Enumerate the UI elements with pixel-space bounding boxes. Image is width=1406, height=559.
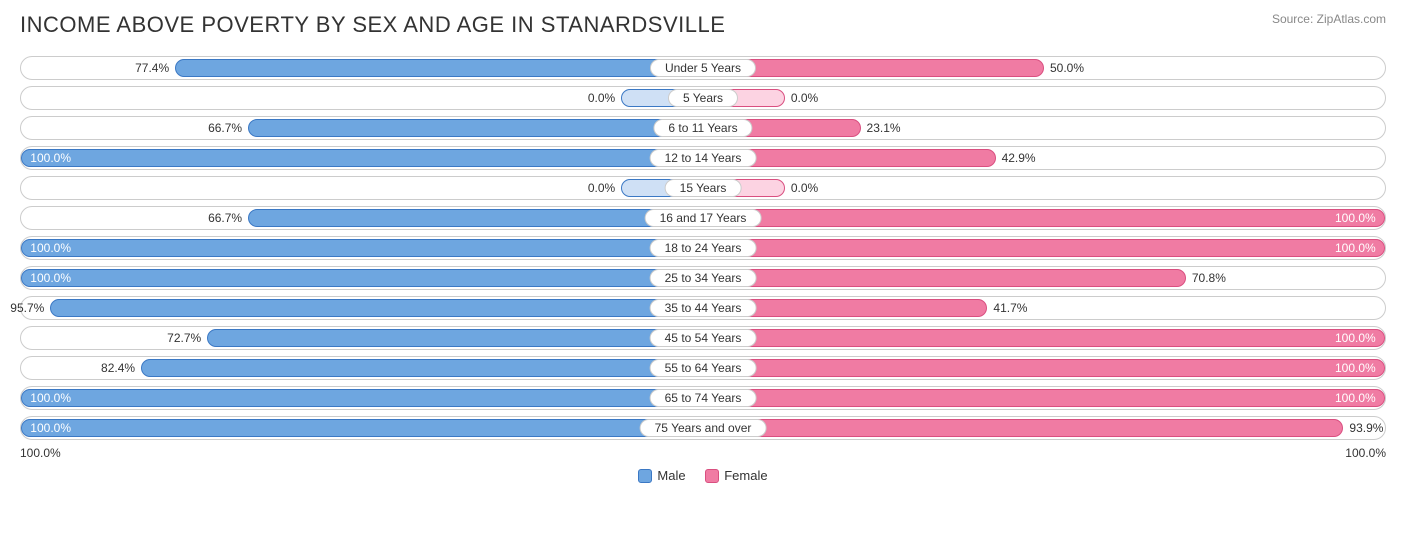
male-bar bbox=[21, 149, 703, 167]
x-axis: 100.0% 100.0% bbox=[20, 446, 1386, 466]
age-label: 25 to 34 Years bbox=[650, 269, 757, 287]
age-label: 35 to 44 Years bbox=[650, 299, 757, 317]
female-value: 70.8% bbox=[1192, 271, 1226, 285]
female-value: 0.0% bbox=[791, 181, 818, 195]
male-value: 100.0% bbox=[30, 241, 71, 255]
male-bar bbox=[21, 389, 703, 407]
male-value: 0.0% bbox=[588, 181, 615, 195]
female-bar bbox=[703, 329, 1385, 347]
male-bar bbox=[175, 59, 703, 77]
male-value: 66.7% bbox=[208, 121, 242, 135]
chart-row: 72.7% 100.0% 45 to 54 Years bbox=[20, 326, 1386, 350]
age-label: 55 to 64 Years bbox=[650, 359, 757, 377]
female-value: 42.9% bbox=[1002, 151, 1036, 165]
legend-female: Female bbox=[705, 468, 767, 483]
age-label: 18 to 24 Years bbox=[650, 239, 757, 257]
age-label: 12 to 14 Years bbox=[650, 149, 757, 167]
male-bar bbox=[207, 329, 703, 347]
male-bar bbox=[141, 359, 703, 377]
chart-row: 0.0% 0.0% 15 Years bbox=[20, 176, 1386, 200]
male-value: 95.7% bbox=[10, 301, 44, 315]
chart-row: 66.7% 23.1% 6 to 11 Years bbox=[20, 116, 1386, 140]
chart-title: INCOME ABOVE POVERTY BY SEX AND AGE IN S… bbox=[20, 12, 725, 38]
age-label: 75 Years and over bbox=[640, 419, 767, 437]
female-bar bbox=[703, 389, 1385, 407]
female-value: 100.0% bbox=[1335, 241, 1376, 255]
legend-swatch-female bbox=[705, 469, 719, 483]
chart-row: 82.4% 100.0% 55 to 64 Years bbox=[20, 356, 1386, 380]
chart-row: 100.0% 93.9% 75 Years and over bbox=[20, 416, 1386, 440]
male-value: 0.0% bbox=[588, 91, 615, 105]
female-bar bbox=[703, 209, 1385, 227]
female-value: 50.0% bbox=[1050, 61, 1084, 75]
age-label: 5 Years bbox=[668, 89, 738, 107]
age-label: 45 to 54 Years bbox=[650, 329, 757, 347]
axis-tick-left: 100.0% bbox=[20, 446, 61, 460]
male-bar bbox=[21, 269, 703, 287]
chart-row: 100.0% 100.0% 65 to 74 Years bbox=[20, 386, 1386, 410]
age-label: 16 and 17 Years bbox=[645, 209, 762, 227]
chart-row: 0.0% 0.0% 5 Years bbox=[20, 86, 1386, 110]
female-value: 100.0% bbox=[1335, 211, 1376, 225]
male-value: 100.0% bbox=[30, 391, 71, 405]
male-value: 66.7% bbox=[208, 211, 242, 225]
age-label: 65 to 74 Years bbox=[650, 389, 757, 407]
legend-swatch-male bbox=[638, 469, 652, 483]
age-label: 15 Years bbox=[665, 179, 742, 197]
female-value: 100.0% bbox=[1335, 331, 1376, 345]
age-label: 6 to 11 Years bbox=[653, 119, 752, 137]
female-bar bbox=[703, 419, 1343, 437]
chart-row: 100.0% 100.0% 18 to 24 Years bbox=[20, 236, 1386, 260]
female-value: 93.9% bbox=[1349, 421, 1383, 435]
legend-male: Male bbox=[638, 468, 685, 483]
male-value: 100.0% bbox=[30, 151, 71, 165]
male-bar bbox=[248, 209, 703, 227]
legend: Male Female bbox=[20, 468, 1386, 486]
chart-row: 100.0% 42.9% 12 to 14 Years bbox=[20, 146, 1386, 170]
female-value: 0.0% bbox=[791, 91, 818, 105]
legend-label-female: Female bbox=[724, 468, 767, 483]
female-bar bbox=[703, 269, 1186, 287]
male-bar bbox=[50, 299, 703, 317]
male-value: 100.0% bbox=[30, 421, 71, 435]
legend-label-male: Male bbox=[657, 468, 685, 483]
male-bar bbox=[21, 419, 703, 437]
female-bar bbox=[703, 239, 1385, 257]
chart-source: Source: ZipAtlas.com bbox=[1272, 12, 1386, 26]
female-value: 100.0% bbox=[1335, 391, 1376, 405]
chart-row: 100.0% 70.8% 25 to 34 Years bbox=[20, 266, 1386, 290]
axis-tick-right: 100.0% bbox=[1345, 446, 1386, 460]
male-value: 100.0% bbox=[30, 271, 71, 285]
female-value: 23.1% bbox=[867, 121, 901, 135]
male-value: 82.4% bbox=[101, 361, 135, 375]
age-label: Under 5 Years bbox=[650, 59, 756, 77]
butterfly-chart: 77.4% 50.0% Under 5 Years 0.0% 0.0% 5 Years 66… bbox=[20, 56, 1386, 440]
chart-row: 66.7% 100.0% 16 and 17 Years bbox=[20, 206, 1386, 230]
male-value: 72.7% bbox=[167, 331, 201, 345]
male-value: 77.4% bbox=[135, 61, 169, 75]
female-bar bbox=[703, 359, 1385, 377]
female-value: 41.7% bbox=[993, 301, 1027, 315]
male-bar bbox=[21, 239, 703, 257]
female-value: 100.0% bbox=[1335, 361, 1376, 375]
male-bar bbox=[248, 119, 703, 137]
chart-row: 77.4% 50.0% Under 5 Years bbox=[20, 56, 1386, 80]
chart-row: 95.7%41.7%35 to 44 Years bbox=[20, 296, 1386, 320]
